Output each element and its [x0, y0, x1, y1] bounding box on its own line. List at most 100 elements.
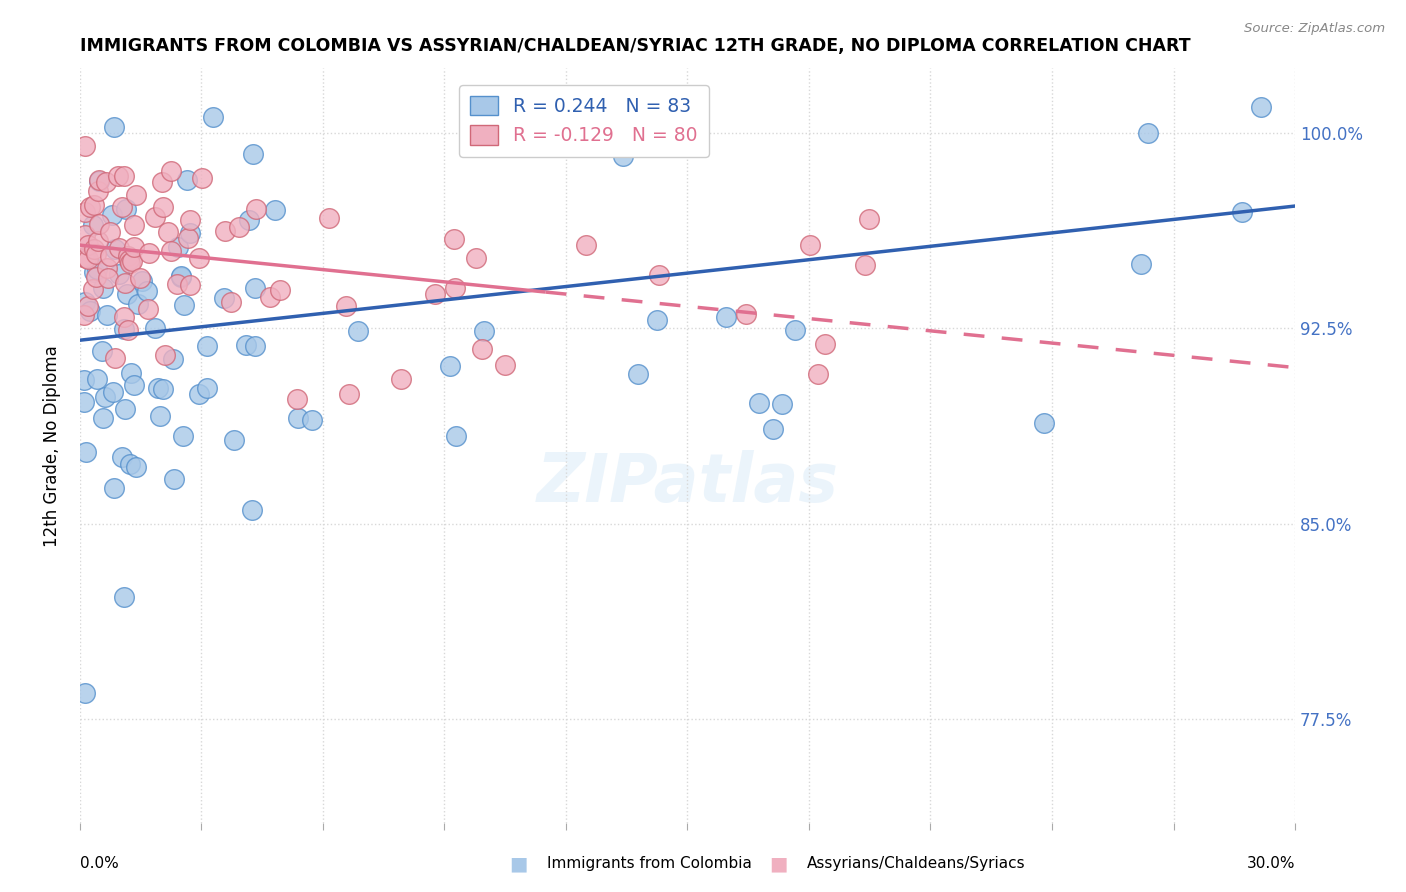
- Point: [735, 307, 758, 321]
- Point: [77, 237, 100, 252]
- Point: [444, 281, 467, 295]
- Point: [107, 169, 129, 183]
- Point: [112, 321, 135, 335]
- Point: [96, 308, 118, 322]
- Point: [120, 366, 142, 380]
- Point: [104, 242, 127, 256]
- Point: [176, 173, 198, 187]
- Point: [770, 397, 793, 411]
- Point: [115, 286, 138, 301]
- Point: [76, 299, 98, 313]
- Point: [124, 240, 146, 254]
- Point: [112, 591, 135, 605]
- Point: [108, 241, 131, 255]
- Point: [86, 262, 108, 277]
- Point: [179, 212, 201, 227]
- Point: [494, 358, 516, 372]
- Point: [97, 271, 120, 285]
- Point: [96, 175, 118, 189]
- Point: [423, 286, 446, 301]
- Point: [98, 249, 121, 263]
- Point: [156, 225, 179, 239]
- Point: [170, 268, 193, 283]
- Point: [259, 290, 281, 304]
- Text: 30.0%: 30.0%: [1247, 856, 1295, 871]
- Point: [716, 310, 738, 324]
- Point: [472, 324, 495, 338]
- Point: [245, 202, 267, 217]
- Point: [87, 184, 110, 198]
- Point: [347, 324, 370, 338]
- Point: [83, 265, 105, 279]
- Point: [118, 252, 141, 266]
- Point: [1230, 204, 1253, 219]
- Point: [166, 277, 188, 292]
- Point: [79, 304, 101, 318]
- Text: ■: ■: [769, 855, 787, 873]
- Point: [111, 200, 134, 214]
- Point: [125, 460, 148, 475]
- Point: [785, 323, 807, 337]
- Point: [1136, 126, 1159, 140]
- Y-axis label: 12th Grade, No Diploma: 12th Grade, No Diploma: [44, 345, 60, 547]
- Point: [162, 351, 184, 366]
- Point: [125, 187, 148, 202]
- Point: [131, 274, 153, 288]
- Point: [87, 174, 110, 188]
- Point: [93, 281, 115, 295]
- Point: [82, 218, 104, 232]
- Point: [191, 170, 214, 185]
- Point: [627, 368, 650, 382]
- Point: [762, 422, 785, 436]
- Point: [150, 175, 173, 189]
- Point: [214, 224, 236, 238]
- Point: [76, 252, 98, 266]
- Point: [858, 212, 880, 227]
- Point: [264, 202, 287, 217]
- Point: [219, 294, 242, 309]
- Point: [93, 391, 115, 405]
- Point: [87, 217, 110, 231]
- Point: [135, 284, 157, 298]
- Point: [91, 343, 114, 358]
- Point: [127, 296, 149, 310]
- Point: [814, 337, 837, 351]
- Point: [170, 269, 193, 284]
- Point: [187, 387, 209, 401]
- Point: [471, 342, 494, 356]
- Point: [73, 394, 96, 409]
- Point: [98, 225, 121, 239]
- Point: [238, 213, 260, 227]
- Point: [112, 310, 135, 324]
- Point: [117, 323, 139, 337]
- Point: [143, 210, 166, 224]
- Point: [240, 503, 263, 517]
- Point: [122, 219, 145, 233]
- Point: [103, 481, 125, 495]
- Point: [118, 252, 141, 267]
- Point: [335, 299, 357, 313]
- Point: [212, 291, 235, 305]
- Point: [1129, 257, 1152, 271]
- Point: [96, 260, 118, 275]
- Point: [112, 169, 135, 183]
- Point: [120, 256, 142, 270]
- Point: [648, 268, 671, 283]
- Point: [645, 313, 668, 327]
- Point: [1033, 416, 1056, 430]
- Point: [444, 429, 467, 443]
- Point: [799, 238, 821, 252]
- Point: [107, 267, 129, 281]
- Point: [574, 238, 596, 252]
- Text: Assyrians/Chaldeans/Syriacs: Assyrians/Chaldeans/Syriacs: [807, 856, 1025, 871]
- Text: IMMIGRANTS FROM COLOMBIA VS ASSYRIAN/CHALDEAN/SYRIAC 12TH GRADE, NO DIPLOMA CORR: IMMIGRANTS FROM COLOMBIA VS ASSYRIAN/CHA…: [80, 37, 1191, 55]
- Point: [443, 232, 465, 246]
- Point: [75, 252, 97, 266]
- Point: [73, 204, 96, 219]
- Point: [160, 244, 183, 258]
- Point: [807, 367, 830, 381]
- Point: [167, 239, 190, 253]
- Point: [389, 372, 412, 386]
- Point: [111, 450, 134, 464]
- Point: [228, 219, 250, 234]
